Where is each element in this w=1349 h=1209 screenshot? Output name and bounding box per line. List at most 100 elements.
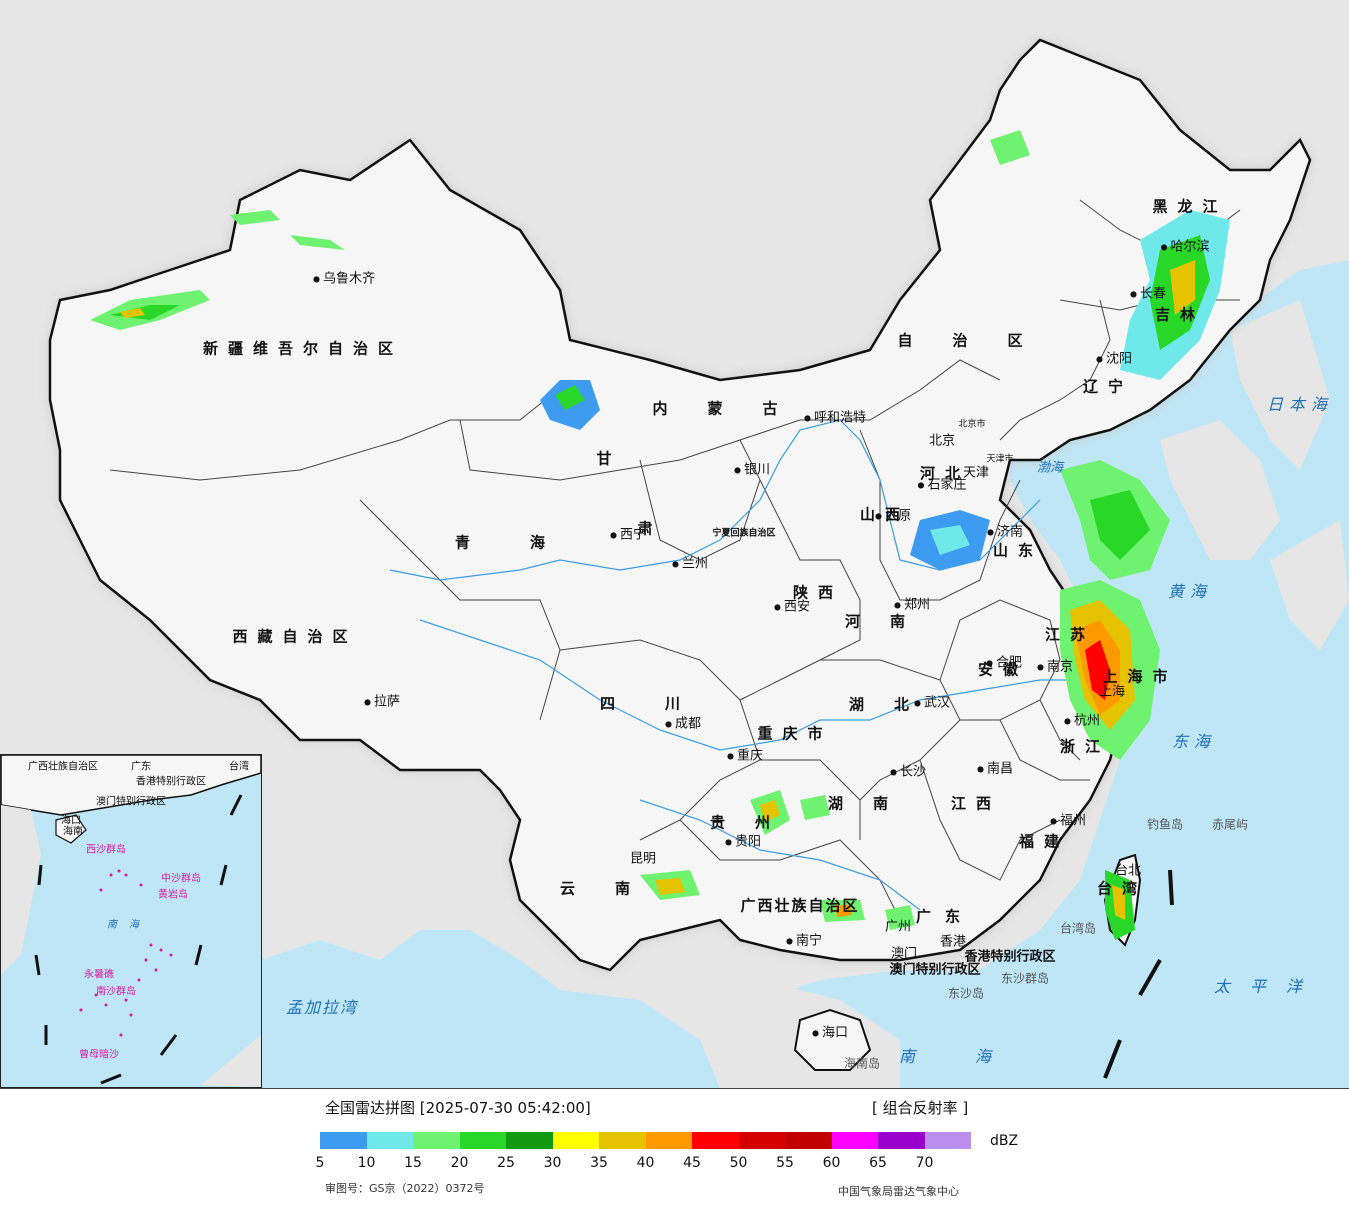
province-label: 青海: [454, 533, 606, 552]
inset-label: 海口: [61, 815, 81, 827]
legend-tick-label: 5: [315, 1155, 325, 1171]
province-label: 新疆维吾尔自治区: [202, 339, 404, 358]
province-label: 江西: [950, 794, 1002, 813]
sea-label: 南海: [898, 1047, 1052, 1066]
inset-hainan: [55, 814, 87, 844]
city-label: 贵阳: [725, 831, 761, 850]
inset-label: 黄岩岛: [158, 889, 188, 901]
city-label: 南宁: [786, 930, 822, 949]
city-label: 香港: [939, 934, 967, 950]
province-label: 云南: [559, 879, 671, 898]
province-label: 甘: [596, 449, 622, 468]
province-label: 山东: [992, 541, 1044, 560]
city-label: 北京市: [958, 419, 986, 430]
legend-swatch: [506, 1132, 553, 1149]
legend-swatch: [878, 1132, 925, 1149]
sea-label: 太平洋: [1213, 977, 1323, 996]
ocean-bay: [260, 930, 720, 1088]
city-label: 乌鲁木齐: [313, 268, 375, 287]
inset-islands: [79, 869, 173, 1037]
legend-tick-label: 55: [776, 1155, 794, 1171]
city-label: 武汉: [914, 692, 950, 711]
legend-title: 全国雷达拼图 [2025-07-30 05:42:00]: [325, 1099, 591, 1117]
island-label: 赤尾屿: [1211, 817, 1249, 832]
color-scale: [320, 1132, 971, 1149]
city-label: 西宁: [610, 524, 646, 543]
province-label: 宁夏回族自治区: [712, 528, 776, 539]
city-label: 沈阳: [1096, 348, 1132, 367]
province-label: 福建: [1018, 832, 1070, 851]
inset-label: 西沙群岛: [86, 844, 126, 856]
island-label: 东沙群岛: [1000, 971, 1050, 986]
island-label: 东沙岛: [947, 986, 985, 1001]
province-label: 西藏自治区: [232, 627, 358, 646]
maritime-boundary: [1103, 869, 1174, 1079]
legend-tick-label: 20: [450, 1155, 469, 1171]
south-china-sea-inset: 广西壮族自治区 广东 香港特别行政区 澳门特别行政区 海南 海口 西沙群岛 中沙…: [0, 754, 262, 1088]
inset-grey-land: [1, 805, 261, 1087]
city-label: 南昌: [977, 758, 1013, 777]
inset-label: 澳门特别行政区: [96, 796, 166, 808]
legend-tick-label: 60: [822, 1155, 841, 1171]
inset-label: 台湾: [229, 761, 249, 773]
city-label: 太原: [875, 505, 911, 524]
city-label: 广州: [884, 919, 912, 935]
city-label: 台北: [1114, 863, 1142, 879]
legend-swatch: [366, 1132, 413, 1149]
region-label: 澳门特别行政区: [889, 962, 981, 978]
legend-swatch: [459, 1132, 506, 1149]
legend-tick-label: 65: [869, 1155, 887, 1171]
province-label: 河南: [844, 612, 936, 631]
province-label: 贵州: [709, 813, 801, 832]
city-label: 昆明: [629, 851, 657, 867]
city-label: 合肥: [986, 652, 1022, 671]
city-label: 拉萨: [364, 691, 400, 710]
city-label: 呼和浩特: [804, 407, 866, 426]
radar-map: 新疆维吾尔自治区 西藏自治区 青海 甘 肃 四川 云南 贵州 广西壮族自治区 广…: [0, 0, 1349, 1088]
inset-canvas: [1, 755, 261, 1087]
legend-swatch: [831, 1132, 878, 1149]
inset-label: 广东: [131, 761, 151, 773]
province-label: 四川: [599, 694, 731, 713]
legend-swatch: [320, 1132, 367, 1149]
sea-label: 孟加拉湾: [285, 998, 359, 1017]
province-label: 辽宁: [1082, 377, 1134, 396]
city-label: 郑州: [894, 594, 930, 613]
region-label: 香港特别行政区: [964, 949, 1056, 965]
legend-swatch: [692, 1132, 739, 1149]
city-label: 重庆: [727, 745, 763, 764]
island-label: 台湾岛: [1059, 921, 1097, 936]
city-label: 天津: [962, 465, 990, 481]
island-label: 海南岛: [843, 1056, 881, 1071]
legend-tick-label: 50: [729, 1155, 748, 1171]
sea-label: 日本海: [1266, 395, 1334, 414]
city-label: 杭州: [1064, 710, 1100, 729]
city-label: 上海: [1098, 684, 1126, 700]
legend-product: [ 组合反射率 ]: [872, 1099, 969, 1117]
legend-swatch: [552, 1132, 599, 1149]
province-label: 自治区: [897, 331, 1063, 350]
legend-swatch: [924, 1132, 971, 1149]
legend-unit: dBZ: [990, 1133, 1019, 1149]
city-label: 澳门: [890, 946, 918, 962]
city-label: 成都: [665, 713, 701, 732]
inset-label: 南海: [107, 919, 151, 931]
province-label: 湖南: [827, 794, 919, 813]
province-label: 内蒙古: [652, 399, 818, 418]
legend-swatch: [785, 1132, 832, 1149]
legend-swatch: [413, 1132, 460, 1149]
legend-tick-label: 25: [497, 1155, 515, 1171]
legend-tick-label: 35: [590, 1155, 608, 1171]
korea-japan-land: [1160, 300, 1349, 650]
province-label: 台湾: [1096, 879, 1148, 898]
province-label: 吉林: [1154, 305, 1206, 324]
sea-label: 东海: [1171, 732, 1217, 751]
legend-swatch: [599, 1132, 646, 1149]
inset-label: 广西壮族自治区: [28, 761, 98, 773]
city-label: 济南: [987, 521, 1023, 540]
legend-tick-label: 70: [915, 1155, 934, 1171]
inset-label: 中沙群岛: [161, 873, 201, 885]
city-label: 天津市: [986, 454, 1014, 465]
city-label: 海口: [812, 1022, 848, 1041]
city-label: 北京: [928, 433, 956, 449]
